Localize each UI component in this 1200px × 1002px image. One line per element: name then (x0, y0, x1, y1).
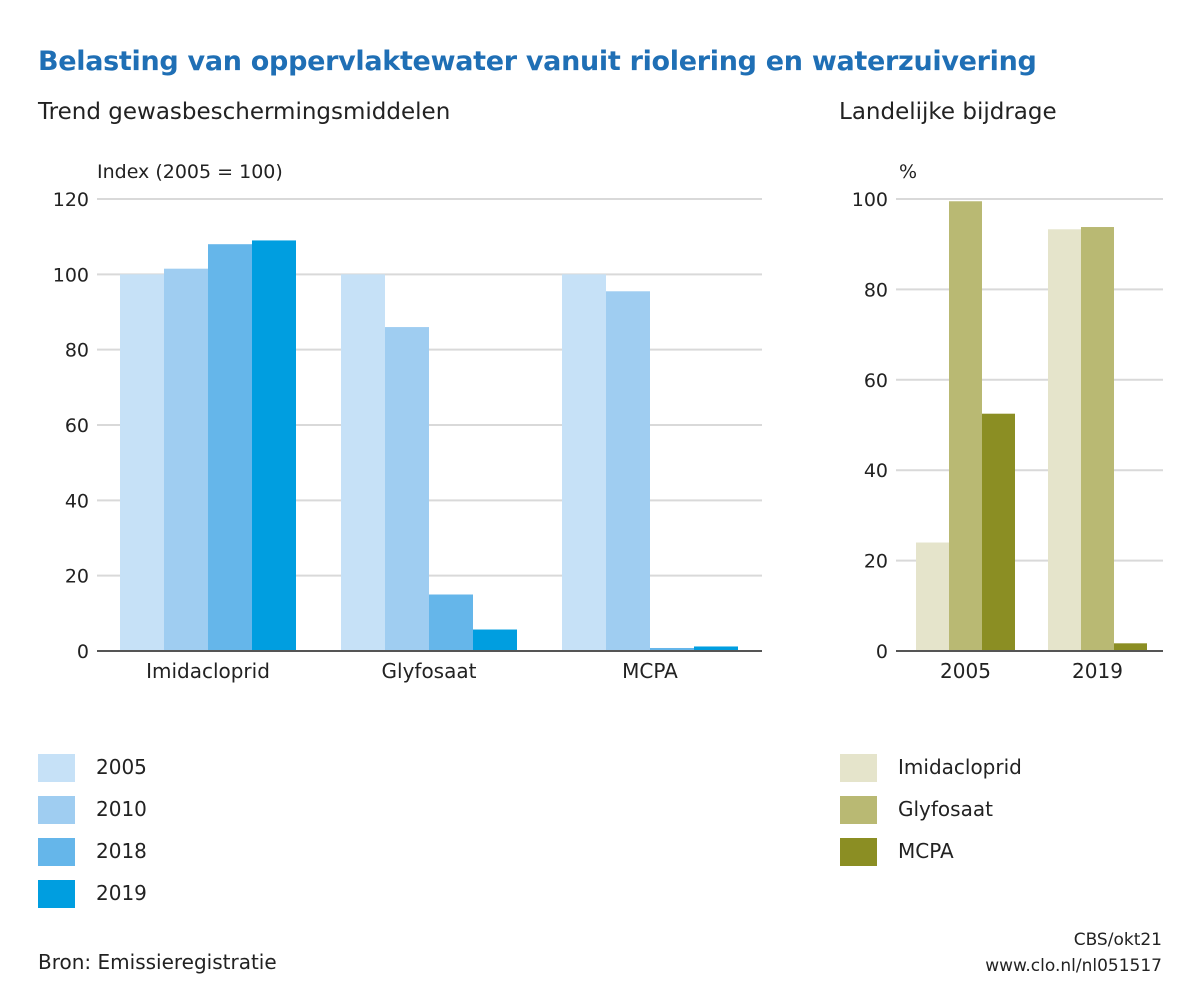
right-bar-2005-mcpa (982, 413, 1015, 651)
right-ytick-label: 100 (852, 189, 888, 211)
left-bar-imidacloprid-2018 (208, 244, 252, 651)
right-bar-2019-imidacloprid (1048, 229, 1081, 651)
left-ytick-label: 0 (77, 641, 89, 663)
right-ytick-label: 40 (864, 460, 888, 482)
left-bar-glyfosaat-2005 (341, 274, 385, 651)
legend-swatch-2019 (38, 880, 75, 908)
left-bar-mcpa-2018 (650, 647, 694, 651)
left-ytick-label: 60 (65, 415, 89, 437)
left-category-label-glyfosaat: Glyfosaat (382, 659, 477, 683)
left-bar-imidacloprid-2010 (164, 268, 208, 651)
legend-label-mcpa: MCPA (898, 839, 954, 863)
right-ytick-label: 0 (876, 641, 888, 663)
left-bar-mcpa-2019 (694, 646, 738, 651)
legend-label-2005: 2005 (96, 755, 147, 779)
left-bar-mcpa-2005 (562, 274, 606, 651)
left-category-label-imidacloprid: Imidacloprid (146, 659, 270, 683)
legend-swatch-2010 (38, 796, 75, 824)
left-bar-mcpa-2010 (606, 291, 650, 651)
right-chart-title: Landelijke bijdrage (839, 99, 1057, 125)
legend-label-imidacloprid: Imidacloprid (898, 755, 1022, 779)
legend-swatch-imidacloprid (840, 754, 877, 782)
left-ytick-label: 120 (53, 189, 89, 211)
credit-line-2: www.clo.nl/nl051517 (985, 956, 1162, 976)
left-bar-glyfosaat-2010 (385, 327, 429, 651)
legend-label-2019: 2019 (96, 881, 147, 905)
right-ytick-label: 80 (864, 279, 888, 301)
legend-swatch-2005 (38, 754, 75, 782)
legend-swatch-glyfosaat (840, 796, 877, 824)
credit-line-1: CBS/okt21 (1073, 930, 1162, 950)
right-category-label-2005: 2005 (940, 659, 991, 683)
right-bar-2005-imidacloprid (916, 542, 949, 651)
right-bar-2019-mcpa (1114, 643, 1147, 651)
left-bar-glyfosaat-2018 (429, 594, 473, 651)
right-bar-2019-glyfosaat (1081, 227, 1114, 652)
source-note: Bron: Emissieregistratie (38, 950, 277, 974)
right-ytick-label: 60 (864, 370, 888, 392)
left-y-axis-label: Index (2005 = 100) (97, 161, 283, 183)
left-category-label-mcpa: MCPA (622, 659, 678, 683)
legend-label-glyfosaat: Glyfosaat (898, 797, 993, 821)
legend-label-2018: 2018 (96, 839, 147, 863)
right-ytick-label: 20 (864, 551, 888, 573)
left-ytick-label: 100 (53, 264, 89, 286)
page-title: Belasting van oppervlaktewater vanuit ri… (38, 46, 1037, 77)
right-y-axis-label: % (899, 161, 917, 183)
left-chart-title: Trend gewasbeschermingsmiddelen (38, 99, 451, 125)
legend-swatch-mcpa (840, 838, 877, 866)
legend-label-2010: 2010 (96, 797, 147, 821)
right-category-label-2019: 2019 (1072, 659, 1123, 683)
left-ytick-label: 40 (65, 490, 89, 512)
left-bar-glyfosaat-2019 (473, 629, 517, 651)
left-ytick-label: 20 (65, 566, 89, 588)
right-bar-2005-glyfosaat (949, 201, 982, 651)
left-bar-imidacloprid-2019 (252, 240, 296, 651)
legend-swatch-2018 (38, 838, 75, 866)
left-bar-imidacloprid-2005 (120, 274, 164, 651)
left-ytick-label: 80 (65, 340, 89, 362)
